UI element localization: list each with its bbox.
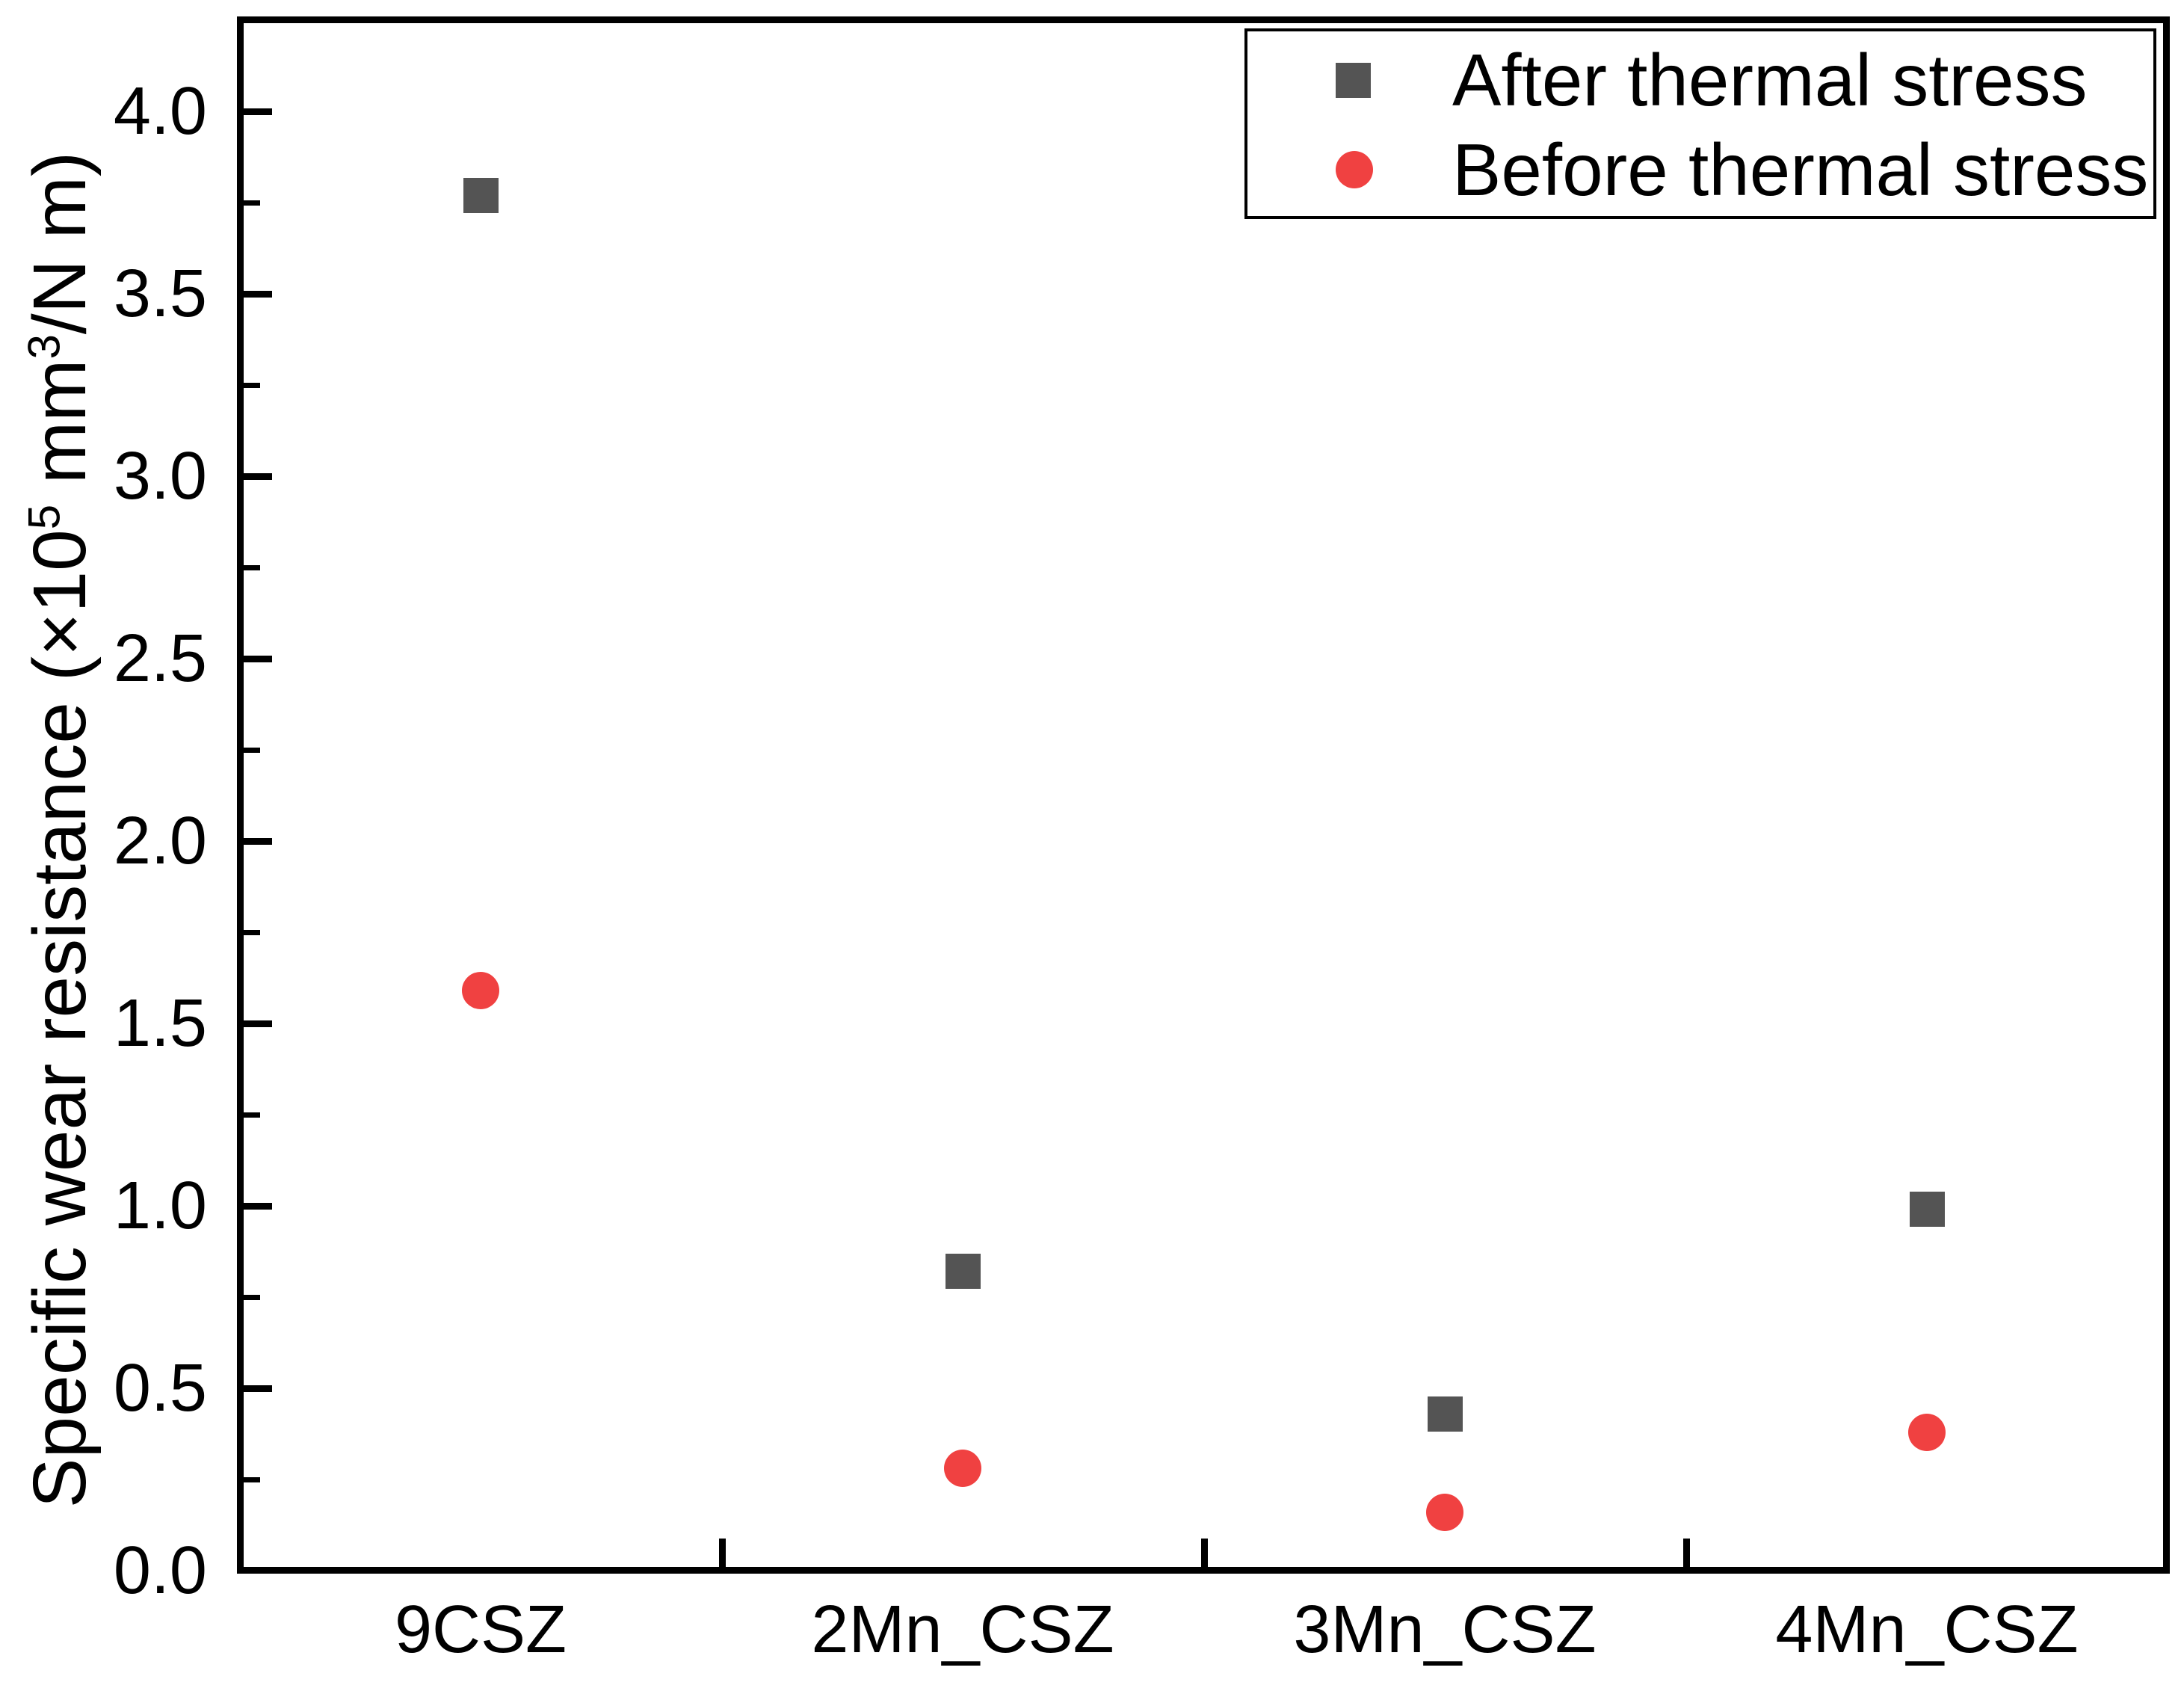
data-point-circle-9CSZ [462,972,499,1010]
x-category-label-3Mn_CSZ: 3Mn_CSZ [1293,1592,1597,1667]
legend: After thermal stress Before thermal stre… [1244,28,2156,219]
y-major-tick [244,1385,272,1392]
x-category-label-2Mn_CSZ: 2Mn_CSZ [811,1592,1114,1667]
y-minor-tick [244,564,260,570]
y-minor-tick [244,382,260,388]
y-tick-label: 3.5 [113,256,207,331]
y-major-tick [244,1202,272,1210]
y-minor-tick [244,200,260,206]
legend-label-before: Before thermal stress [1452,129,2149,211]
data-point-circle-3Mn_CSZ [1426,1493,1463,1531]
y-tick-label: 0.0 [113,1533,207,1608]
y-tick-label: 1.0 [113,1168,207,1243]
y-minor-tick [244,1294,260,1300]
y-major-tick [244,837,272,845]
y-major-tick [244,1020,272,1027]
x-boundary-tick [718,1539,726,1567]
data-point-circle-4Mn_CSZ [1908,1413,1946,1451]
y-minor-tick [244,747,260,753]
data-point-circle-2Mn_CSZ [944,1450,981,1488]
y-major-tick [244,290,272,298]
y-major-tick [244,655,272,662]
plot-frame [237,16,2170,1574]
y-tick-label: 2.0 [113,804,207,878]
y-minor-tick [244,929,260,935]
y-tick-label: 3.0 [113,439,207,514]
y-major-tick [244,108,272,115]
x-category-label-4Mn_CSZ: 4Mn_CSZ [1775,1592,2079,1667]
legend-square-marker-icon [1336,63,1371,98]
y-minor-tick [244,1112,260,1118]
legend-label-after: After thermal stress [1452,39,2088,121]
y-tick-label: 2.5 [113,621,207,696]
x-category-label-9CSZ: 9CSZ [394,1592,567,1667]
y-major-tick [244,472,272,480]
x-boundary-tick [1682,1539,1690,1567]
y-minor-tick [244,1476,260,1482]
y-tick-label: 4.0 [113,74,207,149]
data-point-square-4Mn_CSZ [1909,1192,1945,1228]
data-point-square-9CSZ [463,177,499,213]
y-tick-label: 1.5 [113,986,207,1061]
data-point-square-3Mn_CSZ [1427,1396,1463,1432]
y-axis-title-sup3: 3 [19,334,70,360]
data-point-square-2Mn_CSZ [945,1254,981,1290]
x-boundary-tick [1200,1539,1208,1567]
y-tick-label: 0.5 [113,1351,207,1426]
legend-circle-marker-icon [1336,151,1373,188]
